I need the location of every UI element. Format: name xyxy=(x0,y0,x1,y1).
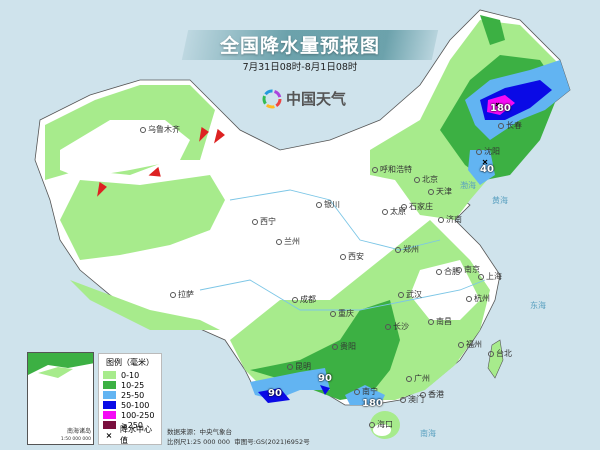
white-dry-area xyxy=(60,120,480,320)
taiwan xyxy=(487,339,504,379)
city-label: 沈阳 xyxy=(476,146,500,157)
sea-label: 东海 xyxy=(530,301,546,310)
city-label: 杭州 xyxy=(466,293,490,304)
city-label: 银川 xyxy=(316,199,340,210)
city-label: 长沙 xyxy=(385,321,409,332)
city-label: 澳门 xyxy=(400,394,424,405)
legend-label: 100-250 xyxy=(121,410,155,420)
city-label: 西安 xyxy=(340,251,364,262)
city-label: 福州 xyxy=(458,339,482,350)
city-label: 乌鲁木齐 xyxy=(140,124,180,135)
rain-center-value: 180 xyxy=(362,398,383,409)
legend-item: 10-25 xyxy=(103,380,157,390)
rain-center-value: 90 xyxy=(268,388,282,399)
legend-swatch xyxy=(103,391,116,399)
city-label: 上海 xyxy=(478,271,502,282)
city-label: 西宁 xyxy=(252,216,276,227)
legend-swatch xyxy=(103,401,116,409)
inset-label: 南海诸岛 xyxy=(66,428,91,435)
sea-label: 南海 xyxy=(420,429,436,438)
city-label: 重庆 xyxy=(330,308,354,319)
legend-item: 0-10 xyxy=(103,370,157,380)
south-china-sea-inset: 南海诸岛 1:50 000 000 xyxy=(27,352,94,445)
rain-100-250 xyxy=(487,95,515,115)
logo: 中国天气 xyxy=(262,88,346,109)
city-label: 海口 xyxy=(369,419,393,430)
legend-swatch xyxy=(103,421,116,429)
city-label: 武汉 xyxy=(398,289,422,300)
forecast-period: 7月31日08时-8月1日08时 xyxy=(242,62,358,73)
legend-item: ≥250 xyxy=(103,420,157,430)
legend-swatch xyxy=(103,371,116,379)
legend-swatch xyxy=(103,411,116,419)
city-label: 香港 xyxy=(420,389,444,400)
city-label: 贵阳 xyxy=(332,341,356,352)
legend-label: 10-25 xyxy=(121,380,145,390)
city-label: 石家庄 xyxy=(401,201,433,212)
legend-label: 25-50 xyxy=(121,390,145,400)
logo-text: 中国天气 xyxy=(286,90,347,108)
x-mark-icon xyxy=(482,102,500,165)
city-label: 广州 xyxy=(406,373,430,384)
legend-label: 0-10 xyxy=(121,370,140,380)
approval-number: 审图号:GS(2021)6952号 xyxy=(234,438,310,446)
city-label: 长春 xyxy=(498,120,522,131)
city-label: 南京 xyxy=(456,264,480,275)
city-label: 兰州 xyxy=(276,236,300,247)
rain-center-value: 40 xyxy=(480,164,494,175)
city-label: 成都 xyxy=(292,294,316,305)
legend-item: 100-250 xyxy=(103,410,157,420)
legend-label: ≥250 xyxy=(121,420,143,430)
city-label: 台北 xyxy=(488,348,512,359)
legend-item: × 降水中心值 xyxy=(103,425,157,445)
x-mark-icon: × xyxy=(105,430,113,440)
city-label: 济南 xyxy=(438,214,462,225)
source-info: 数据来源：中央气象台 比例尺1:25 000 000 审图号:GS(2021)6… xyxy=(167,427,310,447)
legend-label: 降水中心值 xyxy=(120,425,153,445)
city-label: 呼和浩特 xyxy=(372,164,412,175)
legend-item: 50-100 xyxy=(103,400,157,410)
legend-swatch xyxy=(103,381,116,389)
rain-center-value: 90 xyxy=(318,373,332,384)
city-label: 太原 xyxy=(382,206,406,217)
city-label: 郑州 xyxy=(395,244,419,255)
city-label: 北京 xyxy=(414,174,438,185)
map-scale: 比例尺1:25 000 000 xyxy=(167,438,231,446)
legend: 图例（毫米） 0-10 10-25 25-50 50-100 100-250 ≥250 ×… xyxy=(98,353,162,445)
city-label: 合肥 xyxy=(436,266,460,277)
city-label: 拉萨 xyxy=(170,289,194,300)
sea-label: 渤海 xyxy=(460,181,476,190)
legend-item: 25-50 xyxy=(103,390,157,400)
city-label: 昆明 xyxy=(287,361,311,372)
china-weather-logo-icon xyxy=(262,89,282,108)
city-label: 南宁 xyxy=(354,386,378,397)
data-source: 数据来源：中央气象台 xyxy=(167,428,232,436)
inset-scale: 1:50 000 000 xyxy=(60,437,91,442)
sea-label: 黄海 xyxy=(492,196,508,205)
city-label: 天津 xyxy=(428,186,452,197)
rain-center-value: 180 xyxy=(490,103,511,114)
legend-title: 图例（毫米） xyxy=(106,358,154,367)
legend-label: 50-100 xyxy=(121,400,150,410)
inset-map xyxy=(28,353,93,378)
city-label: 南昌 xyxy=(428,316,452,327)
wind-markers xyxy=(97,126,225,197)
page-title: 全国降水量预报图 xyxy=(219,35,380,57)
